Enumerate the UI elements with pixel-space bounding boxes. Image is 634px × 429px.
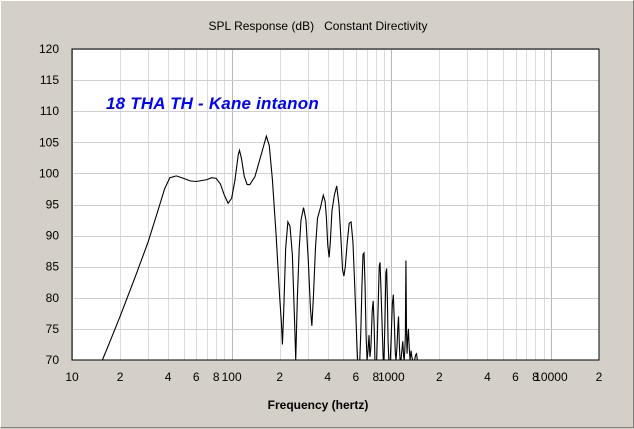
- x-tick-label: 10000: [534, 370, 568, 384]
- x-tick-label: 10: [65, 370, 79, 384]
- x-tick-label: 6: [193, 370, 200, 384]
- y-tick-label: 90: [46, 229, 60, 243]
- y-tick-label: 100: [39, 166, 59, 180]
- x-tick-label: 4: [484, 370, 491, 384]
- x-tick-label: 1000: [378, 370, 405, 384]
- x-tick-label: 2: [117, 370, 124, 384]
- spl-response-line: [101, 134, 418, 361]
- y-tick-label: 115: [40, 73, 59, 87]
- x-tick-label: 8: [372, 370, 379, 384]
- x-tick-label: 100: [222, 370, 242, 384]
- x-tick-label: 2: [276, 370, 283, 384]
- x-tick-label: 4: [324, 370, 331, 384]
- y-tick-label: 80: [46, 291, 60, 305]
- chart-annotation: 18 THA TH - Kane intanon: [106, 94, 319, 113]
- x-tick-label: 8: [213, 370, 220, 384]
- chart-title: SPL Response (dB) Constant Directivity: [209, 19, 428, 33]
- y-tick-label: 70: [46, 353, 60, 367]
- x-axis-title: Frequency (hertz): [268, 398, 369, 412]
- y-tick-label: 75: [46, 322, 60, 336]
- x-tick-label: 4: [165, 370, 172, 384]
- y-axis-ticks: 70 75 80 85 90 95 100 105 110 115 120: [39, 42, 59, 367]
- y-tick-label: 85: [46, 260, 60, 274]
- x-tick-label: 2: [436, 370, 443, 384]
- x-tick-label: 6: [353, 370, 360, 384]
- y-tick-label: 110: [40, 104, 59, 118]
- y-tick-label: 120: [39, 42, 59, 56]
- y-tick-label: 105: [39, 135, 59, 149]
- plot-border: [71, 48, 600, 361]
- x-tick-label: 2: [596, 370, 603, 384]
- x-tick-label: 6: [512, 370, 519, 384]
- y-tick-label: 95: [46, 198, 60, 212]
- x-tick-label: 8: [532, 370, 539, 384]
